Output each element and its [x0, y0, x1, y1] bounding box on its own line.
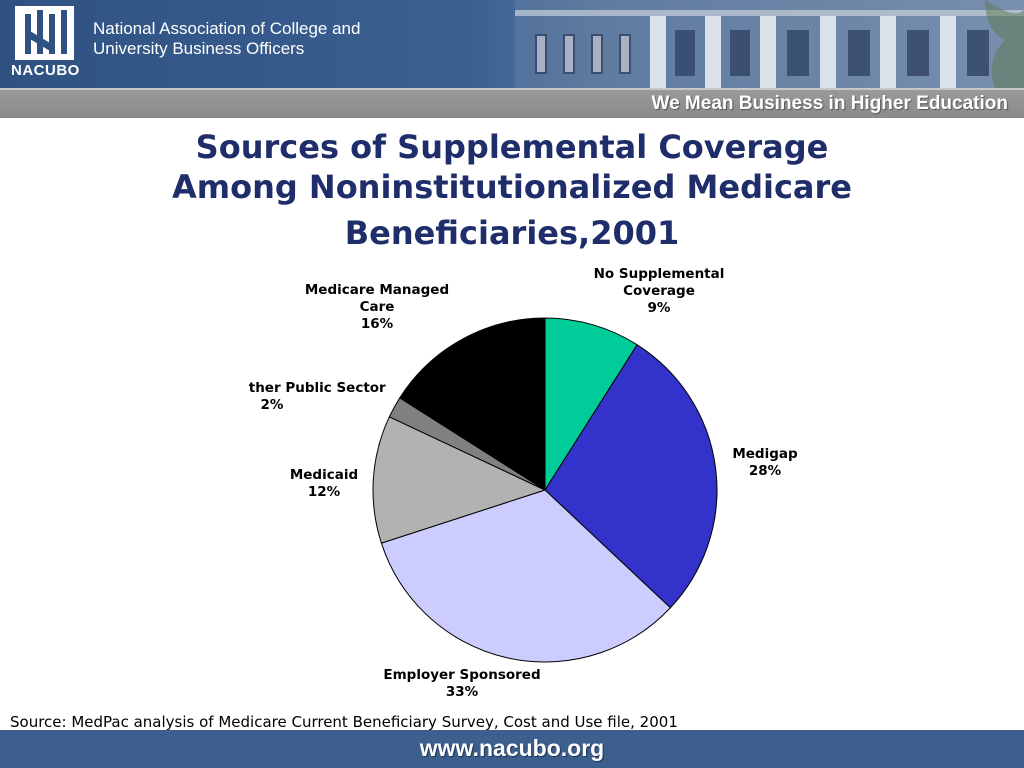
label-other-public-sector: Other Public Sector 2% — [248, 380, 386, 413]
building-columns-image — [515, 0, 1024, 88]
label-no-supplemental: No Supplemental Coverage 9% — [593, 266, 725, 316]
pie-slice-medicare-managed-care — [399, 317, 546, 491]
tagline-bar: We Mean Business in Higher Education — [0, 88, 1024, 118]
logo-text: NACUBO — [11, 62, 80, 79]
source-note: Source: MedPac analysis of Medicare Curr… — [10, 713, 678, 731]
footer-url[interactable]: www.nacubo.org — [419, 735, 605, 761]
label-medicaid: Medicaid 12% — [289, 467, 359, 500]
org-name-line1: National Association of College and — [93, 19, 361, 38]
title-line3: Beneficiaries,2001 — [344, 214, 680, 252]
pie-slice-medigap — [544, 344, 718, 609]
label-employer-sponsored: Employer Sponsored 33% — [383, 667, 541, 700]
page-title: Sources of Supplemental Coverage Among N… — [112, 127, 912, 253]
nacubo-logo-icon — [15, 6, 74, 60]
pie-slice-no-supplemental-coverage — [544, 317, 638, 492]
pie-slice-employer-sponsored — [380, 489, 672, 663]
label-medicare-managed-care: Medicare Managed Care 16% — [304, 282, 450, 332]
org-name: National Association of College and Univ… — [93, 19, 413, 59]
label-medigap: Medigap 28% — [732, 446, 798, 479]
title-line1: Sources of Supplemental Coverage — [195, 128, 829, 166]
pie-slice-medicaid — [372, 416, 547, 544]
org-name-line2: University Business Officers — [93, 39, 305, 58]
footer-bar: www.nacubo.org — [0, 730, 1024, 768]
title-line2: Among Noninstitutionalized Medicare — [171, 168, 852, 206]
tagline: We Mean Business in Higher Education — [651, 93, 1009, 114]
header-banner: NACUBO National Association of College a… — [0, 0, 1024, 88]
pie-chart-svg — [372, 317, 718, 663]
pie-chart: No Supplemental Coverage 9% Medigap 28% … — [0, 260, 1024, 710]
